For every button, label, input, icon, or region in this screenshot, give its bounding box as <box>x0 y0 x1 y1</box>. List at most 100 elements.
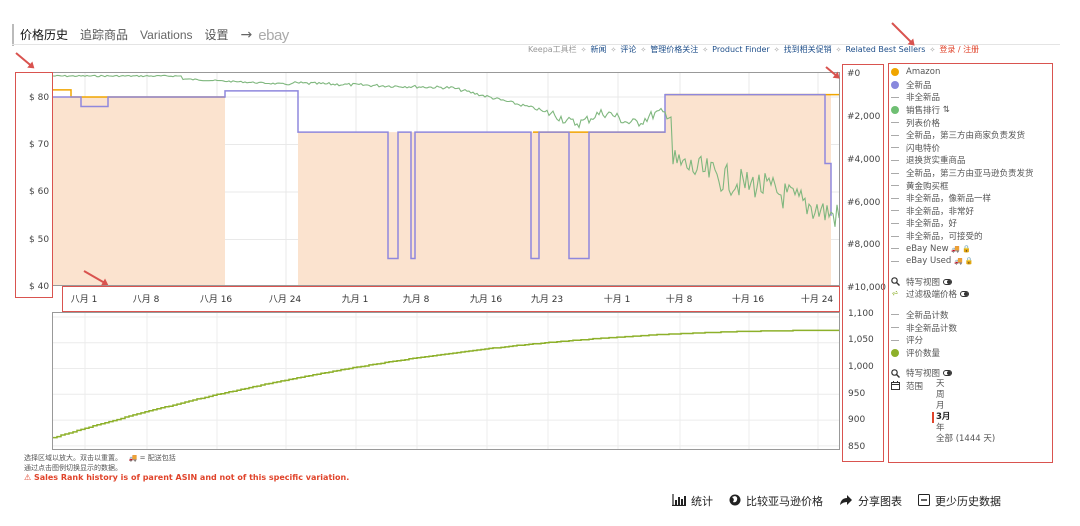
best-sellers-link[interactable]: Related Best Sellers <box>845 45 926 54</box>
price-tick: $ 40 <box>29 282 50 292</box>
review-count-plot[interactable] <box>53 313 840 450</box>
range-options: 天 周 月 3月 年 全部 (1444 天) <box>932 379 1052 445</box>
legend-used-very-good[interactable]: 非全新品，非常好 <box>890 205 1052 218</box>
chart-notes: 选择区域以放大。双击以重置。 🚚 = 配送包括 通过点击图例切换显示的数据。 ⚠… <box>24 453 349 483</box>
count-tick: 900 <box>848 415 866 425</box>
share-button[interactable]: 分享图表 <box>839 493 902 509</box>
truck-lock-icon: 🚚 🔒 <box>953 257 974 266</box>
truck-lock-icon: 🚚 🔒 <box>951 244 971 253</box>
toggle-icon[interactable] <box>943 278 953 285</box>
product-finder-link[interactable]: Product Finder <box>712 45 770 54</box>
legend-ebay-new[interactable]: eBay New 🚚 🔒 <box>890 242 1052 255</box>
tab-variations[interactable]: Variations <box>140 28 193 42</box>
range-day[interactable]: 天 <box>936 379 945 390</box>
tab-divider <box>12 44 1060 45</box>
price-history-plot[interactable] <box>53 73 840 286</box>
filter-outliers-toggle[interactable]: ⩫ 过滤极端价格 <box>890 288 1052 301</box>
range-week[interactable]: 周 <box>936 390 945 401</box>
date-tick: 八月 8 <box>132 295 160 305</box>
legend-new-count[interactable]: 全新品计数 <box>890 309 1052 322</box>
toggle-icon[interactable] <box>960 291 970 298</box>
manage-tracking-link[interactable]: 管理价格关注 <box>650 45 699 54</box>
rank-tick: #6,000 <box>847 198 881 208</box>
legend-used[interactable]: 非全新品 <box>890 91 1052 104</box>
share-icon <box>839 494 853 509</box>
shipping-hint: = 配送包括 <box>139 454 176 462</box>
news-link[interactable]: 新闻 <box>590 45 607 54</box>
date-tick: 十月 8 <box>665 295 693 305</box>
count-tick: 1,050 <box>848 335 874 345</box>
closeup-toggle-2[interactable]: 特写视图 <box>890 367 1052 380</box>
tab-price-history[interactable]: 价格历史 <box>12 24 74 46</box>
review-count-line <box>53 329 839 439</box>
new-price-line <box>53 90 832 260</box>
annotation-box-legend <box>888 63 1053 463</box>
legend-buy-box[interactable]: 黄金购买框 <box>890 179 1052 192</box>
tab-settings[interactable]: 设置 <box>204 28 229 42</box>
separator-icon: ✧ <box>773 45 780 54</box>
legend-used-count[interactable]: 非全新品计数 <box>890 321 1052 334</box>
range-all[interactable]: 全部 (1444 天) <box>936 434 996 445</box>
arrow-icon: → <box>240 27 253 43</box>
new-price-area <box>53 97 225 285</box>
range-3month[interactable]: 3月 <box>932 412 1052 424</box>
new-price-area <box>298 94 831 285</box>
toggle-icon[interactable] <box>943 370 953 377</box>
rank-tick: #10,000 <box>847 283 887 293</box>
closeup-toggle[interactable]: 特写视图 <box>890 276 1052 289</box>
top-tabs: 价格历史 追踪商品 Variations 设置 → ebay <box>12 24 289 46</box>
legend-hint: 通过点击图例切换显示的数据。 <box>24 464 122 472</box>
legend-review-count[interactable]: 评价数量 <box>890 346 1052 359</box>
compare-button[interactable]: 比较亚马逊价格 <box>729 493 823 509</box>
legend-amazon[interactable]: Amazon <box>890 66 1052 79</box>
separator-icon: ✧ <box>929 45 936 54</box>
reviews-link[interactable]: 评论 <box>620 45 637 54</box>
range-month[interactable]: 月 <box>936 401 945 412</box>
sales-rank-line <box>53 74 839 227</box>
date-tick: 九月 8 <box>402 295 430 305</box>
legend-list-price[interactable]: 列表价格 <box>890 116 1052 129</box>
review-count-chart[interactable] <box>52 312 840 450</box>
deals-link[interactable]: 找到相关促销 <box>783 45 832 54</box>
price-tick: $ 70 <box>29 140 50 150</box>
price-tick: $ 50 <box>29 235 50 245</box>
date-tick: 九月 1 <box>341 295 369 305</box>
range-year[interactable]: 年 <box>936 423 945 434</box>
legend-new[interactable]: 全新品 <box>890 79 1052 92</box>
tab-tracking[interactable]: 追踪商品 <box>80 28 129 42</box>
login-link[interactable]: 登录 / 注册 <box>939 45 980 54</box>
date-tick: 十月 24 <box>800 295 834 305</box>
legend-used-acceptable[interactable]: 非全新品，可接受的 <box>890 230 1052 243</box>
amazon-price-line <box>53 89 225 98</box>
legend-new-fbm[interactable]: 全新品，第三方由商家负责发货 <box>890 129 1052 142</box>
ebay-link[interactable]: ebay <box>258 26 289 44</box>
separator-icon: ✧ <box>702 45 709 54</box>
date-tick: 十月 16 <box>731 295 765 305</box>
date-tick: 八月 1 <box>70 295 98 305</box>
price-history-chart[interactable] <box>52 72 840 286</box>
legend-panel: Amazon 全新品 非全新品 销售排行 ⇅ 列表价格 全新品，第三方由商家负责… <box>890 64 1052 462</box>
filter-icon: ⩫ <box>891 289 899 300</box>
count-tick: 1,000 <box>848 362 874 372</box>
annotation-arrow <box>15 52 34 68</box>
toolbar-link[interactable]: Keepa工具栏 <box>528 45 577 54</box>
date-tick: 十月 1 <box>603 295 631 305</box>
sort-icon[interactable]: ⇅ <box>942 105 950 116</box>
legend-rating[interactable]: 评分 <box>890 334 1052 347</box>
legend-lightning-deal[interactable]: 闪电特价 <box>890 142 1052 155</box>
less-history-button[interactable]: 更少历史数据 <box>918 493 1001 509</box>
legend-used-like-new[interactable]: 非全新品，像新品一样 <box>890 192 1052 205</box>
stats-button[interactable]: 统计 <box>672 493 713 509</box>
legend-ebay-used[interactable]: eBay Used 🚚 🔒 <box>890 255 1052 268</box>
separator-icon: ✧ <box>640 45 647 54</box>
legend-sales-rank[interactable]: 销售排行 ⇅ <box>890 104 1052 117</box>
date-tick: 九月 23 <box>530 295 564 305</box>
legend-warehouse[interactable]: 退换货实重商品 <box>890 154 1052 167</box>
calendar-icon <box>890 381 900 391</box>
legend-used-good[interactable]: 非全新品，好 <box>890 217 1052 230</box>
rank-tick: #8,000 <box>847 240 881 250</box>
annotation-box-right-axis <box>842 64 884 462</box>
separator-icon: ✧ <box>835 45 842 54</box>
legend-new-fba[interactable]: 全新品，第三方由亚马逊负责发货 <box>890 167 1052 180</box>
sales-rank-warning: ⚠ Sales Rank history is of parent ASIN a… <box>24 473 350 482</box>
